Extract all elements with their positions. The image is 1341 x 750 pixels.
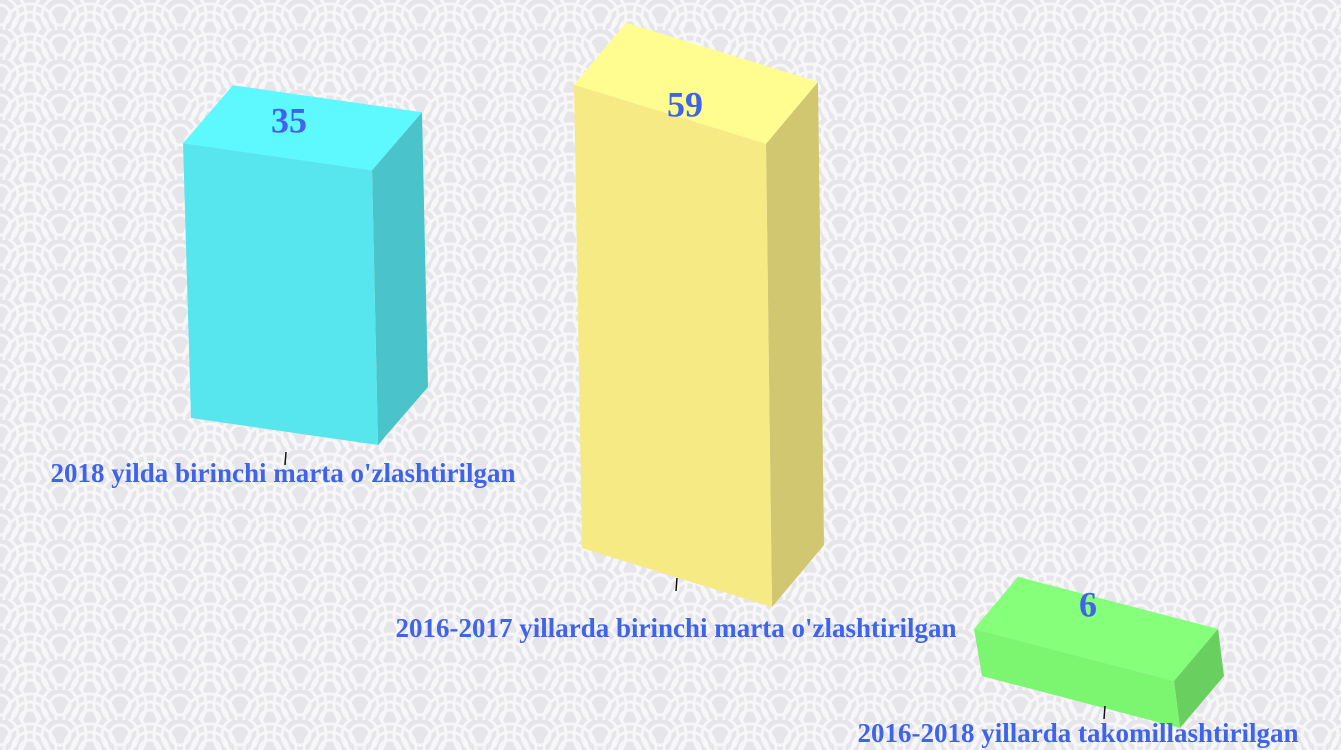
category-label: 2016-2017 yillarda birinchi marta o'zlas… <box>396 613 957 643</box>
bar-side <box>766 81 824 608</box>
plot <box>183 22 1224 728</box>
bar-top <box>183 85 422 171</box>
category-tick <box>675 577 678 592</box>
bar-side <box>1174 628 1224 728</box>
category-label: 2018 yilda birinchi marta o'zlashtirilga… <box>50 458 515 488</box>
bar <box>183 85 428 445</box>
bar <box>974 576 1224 728</box>
category-label: 2016-2018 yillarda takomillashtirilgan <box>857 718 1298 748</box>
bar-front <box>574 84 772 608</box>
bar-front <box>974 628 1180 728</box>
data-label: 35 <box>271 100 307 140</box>
bar-side <box>372 112 428 445</box>
data-label: 59 <box>667 84 703 124</box>
bar <box>574 22 824 608</box>
category-tick <box>284 451 287 466</box>
bar-front <box>183 143 378 445</box>
data-label: 6 <box>1079 584 1097 624</box>
category-tick <box>1103 705 1106 720</box>
bar-top <box>974 576 1218 681</box>
bar-top <box>574 22 818 144</box>
